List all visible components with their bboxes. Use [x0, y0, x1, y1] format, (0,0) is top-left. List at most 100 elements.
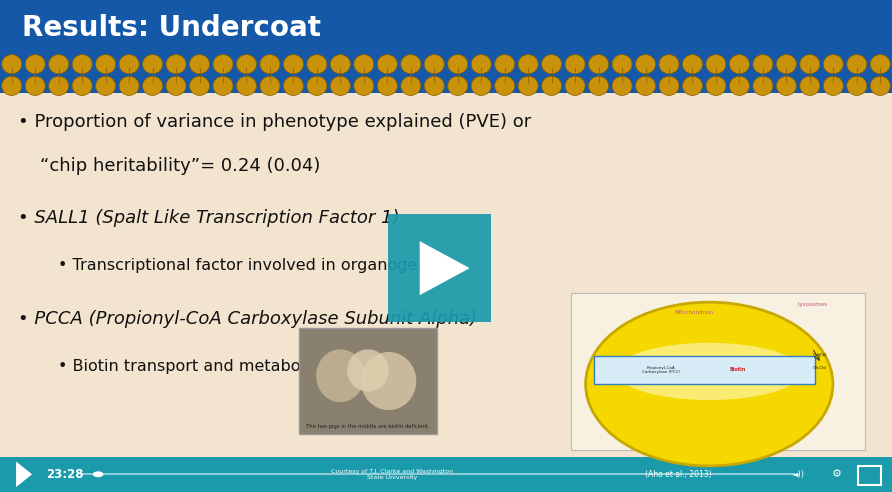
Ellipse shape [800, 55, 820, 74]
Ellipse shape [612, 55, 632, 74]
Ellipse shape [284, 55, 303, 74]
Ellipse shape [448, 55, 467, 74]
Ellipse shape [518, 76, 538, 95]
Ellipse shape [236, 76, 257, 95]
Bar [0, 0, 892, 57]
Text: • PCCA (Propionyl-CoA Carboxylase Subunit Alpha): • PCCA (Propionyl-CoA Carboxylase Subuni… [18, 310, 477, 328]
Ellipse shape [753, 76, 772, 95]
Ellipse shape [425, 76, 444, 95]
Ellipse shape [589, 76, 608, 95]
Bar [0, 57, 892, 93]
Bar [571, 293, 865, 450]
Bar [388, 214, 491, 322]
Ellipse shape [2, 55, 21, 74]
Ellipse shape [495, 76, 515, 95]
Ellipse shape [612, 76, 632, 95]
Ellipse shape [682, 76, 702, 95]
Ellipse shape [49, 76, 69, 95]
Text: • SALL1 (Spalt Like Transcription Factor 1): • SALL1 (Spalt Like Transcription Factor… [18, 209, 400, 227]
Ellipse shape [566, 76, 585, 95]
Text: Biotin: Biotin [730, 368, 746, 372]
Ellipse shape [330, 55, 351, 74]
Ellipse shape [284, 76, 303, 95]
Text: (Aho et al., 2013): (Aho et al., 2013) [645, 470, 711, 479]
Text: CN-Cbl: CN-Cbl [813, 367, 826, 370]
Ellipse shape [260, 76, 280, 95]
Ellipse shape [800, 76, 820, 95]
Ellipse shape [307, 76, 326, 95]
Text: Lysosomes: Lysosomes [797, 302, 827, 307]
Ellipse shape [143, 76, 162, 95]
Text: • Biotin transport and metabolism: • Biotin transport and metabolism [58, 359, 334, 374]
Text: • Transcriptional factor involved in organogenesis: • Transcriptional factor involved in org… [58, 258, 458, 273]
Ellipse shape [425, 55, 444, 74]
Ellipse shape [143, 55, 162, 74]
Ellipse shape [166, 55, 186, 74]
Text: ◄)): ◄)) [792, 470, 805, 479]
Text: “chip heritability”= 0.24 (0.04): “chip heritability”= 0.24 (0.04) [40, 157, 320, 176]
Ellipse shape [25, 55, 45, 74]
Ellipse shape [730, 55, 749, 74]
Ellipse shape [541, 55, 562, 74]
Bar [858, 466, 881, 485]
Bar [299, 328, 437, 434]
Ellipse shape [25, 76, 45, 95]
Bar [594, 356, 815, 384]
Ellipse shape [776, 55, 797, 74]
Ellipse shape [166, 76, 186, 95]
Ellipse shape [589, 55, 608, 74]
Ellipse shape [401, 76, 421, 95]
Ellipse shape [120, 55, 139, 74]
Ellipse shape [354, 76, 374, 95]
Ellipse shape [847, 55, 867, 74]
Ellipse shape [518, 55, 538, 74]
Ellipse shape [330, 76, 351, 95]
Ellipse shape [316, 349, 365, 402]
Ellipse shape [72, 55, 92, 74]
Ellipse shape [730, 76, 749, 95]
Ellipse shape [236, 55, 257, 74]
Ellipse shape [361, 352, 417, 410]
Ellipse shape [213, 76, 233, 95]
Ellipse shape [847, 76, 867, 95]
Ellipse shape [541, 76, 562, 95]
Text: ⚙: ⚙ [831, 469, 842, 479]
Ellipse shape [871, 55, 890, 74]
Bar [0, 457, 892, 492]
Text: The two pigs in the middle are biotin deficient.: The two pigs in the middle are biotin de… [306, 424, 430, 429]
Ellipse shape [823, 55, 843, 74]
Ellipse shape [776, 76, 797, 95]
Ellipse shape [72, 76, 92, 95]
Ellipse shape [354, 55, 374, 74]
Text: • Proportion of variance in phenotype explained (PVE) or: • Proportion of variance in phenotype ex… [18, 113, 531, 131]
Ellipse shape [189, 55, 210, 74]
Text: Courtesy of T.J. Clarke and Washington
State University: Courtesy of T.J. Clarke and Washington S… [332, 469, 453, 480]
Ellipse shape [495, 55, 515, 74]
Ellipse shape [566, 55, 585, 74]
Polygon shape [16, 461, 32, 487]
Ellipse shape [871, 76, 890, 95]
Ellipse shape [307, 55, 326, 74]
Text: 23:28: 23:28 [46, 468, 84, 481]
Ellipse shape [401, 55, 421, 74]
Ellipse shape [95, 76, 116, 95]
Ellipse shape [635, 55, 656, 74]
Ellipse shape [823, 76, 843, 95]
Ellipse shape [585, 302, 833, 466]
Text: Results: Undercoat: Results: Undercoat [22, 14, 321, 42]
Ellipse shape [95, 55, 116, 74]
Ellipse shape [659, 55, 679, 74]
Ellipse shape [377, 76, 397, 95]
Ellipse shape [706, 76, 726, 95]
Text: Propionyl-CoA
Carboxylase (PCC): Propionyl-CoA Carboxylase (PCC) [641, 366, 680, 374]
Ellipse shape [753, 55, 772, 74]
Ellipse shape [213, 55, 233, 74]
Ellipse shape [2, 76, 21, 95]
Text: OH-Cbl: OH-Cbl [813, 353, 827, 357]
Circle shape [93, 471, 103, 477]
Ellipse shape [120, 76, 139, 95]
Ellipse shape [635, 76, 656, 95]
Ellipse shape [448, 76, 467, 95]
Ellipse shape [377, 55, 397, 74]
Ellipse shape [471, 76, 491, 95]
